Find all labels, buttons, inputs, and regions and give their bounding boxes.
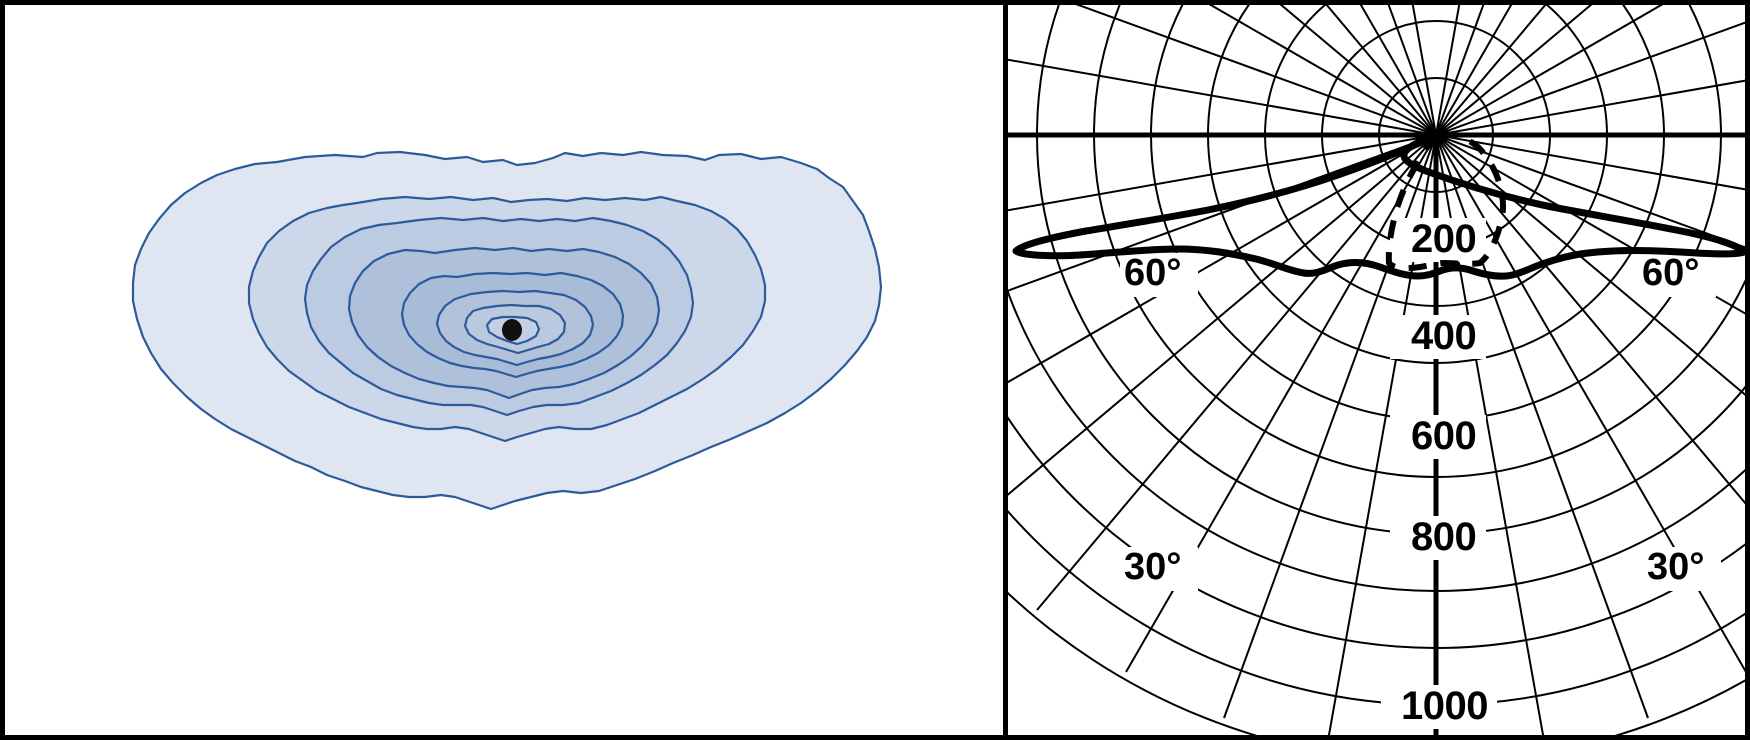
radial-label-plates: [1381, 218, 1497, 729]
polar-spoke-170: [1008, 134, 1437, 212]
polar-spoke-up-100: [1411, 5, 1437, 136]
polar-spoke-up-150: [1208, 5, 1437, 136]
radial-label-800: 800: [1411, 515, 1477, 559]
polar-spoke-up-40: [1435, 5, 1593, 136]
angle-label-30-right: 30°: [1647, 546, 1705, 588]
polar-spoke-up-10: [1435, 79, 1745, 136]
polar-spoke-140: [1008, 134, 1437, 496]
solid-distribution-curve: [1012, 131, 1745, 280]
angle-label-plates: [1120, 253, 1721, 591]
polar-spoke-up-170: [1008, 58, 1437, 136]
polar-spoke-up-50: [1435, 5, 1547, 136]
polar-spoke-10: [1435, 134, 1745, 191]
polar-spoke-130: [1036, 134, 1437, 611]
radial-label-600: 600: [1411, 414, 1477, 458]
polar-spoke-150: [1008, 134, 1437, 384]
polar-spoke-up-70: [1435, 5, 1485, 136]
radial-label-400: 400: [1411, 314, 1477, 358]
angle-label-60-left: 60°: [1124, 252, 1182, 294]
polar-spoke-up-30: [1435, 5, 1664, 136]
polar-grid-svg: [1008, 5, 1745, 735]
panel-divider: [1003, 0, 1008, 740]
radial-label-200: 200: [1411, 217, 1477, 261]
polar-spoke-50: [1435, 134, 1745, 505]
polar-grid-group: [1008, 5, 1745, 735]
polar-spoke-up-20: [1435, 21, 1745, 136]
radial-label-1000: 1000: [1401, 684, 1488, 728]
polar-spoke-up-60: [1435, 5, 1513, 136]
angle-label-30-left: 30°: [1124, 546, 1182, 588]
polar-spoke-up-160: [1075, 5, 1437, 136]
angle-label-60-right: 60°: [1642, 252, 1700, 294]
polar-spoke-up-140: [1279, 5, 1437, 136]
isolux-contour-panel: [0, 0, 1008, 740]
dashed-distribution-curve: [1385, 131, 1506, 272]
luminaire-position-marker: [502, 319, 522, 341]
polar-spoke-up-80: [1435, 5, 1461, 136]
isolux-contour-svg: [131, 150, 883, 511]
polar-spoke-up-130: [1325, 5, 1437, 136]
polar-spoke-160: [1008, 134, 1437, 292]
polar-spoke-up-110: [1387, 5, 1437, 136]
polar-distribution-panel: 200 400 600 800 1000 60° 60° 30° 30°: [1008, 0, 1750, 740]
polar-spoke-up-120: [1359, 5, 1437, 136]
